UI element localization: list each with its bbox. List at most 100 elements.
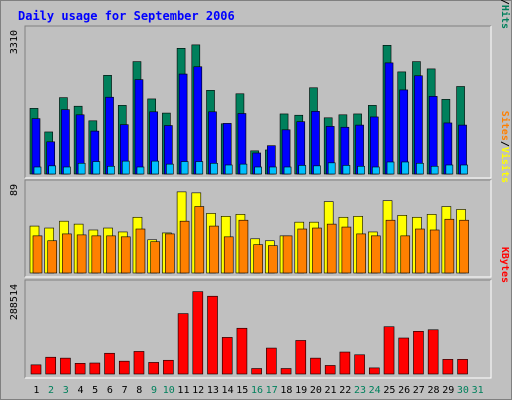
panel-visits-sites-bar-8	[135, 228, 146, 274]
panel-kbytes-kbytes-bar-29	[442, 359, 454, 375]
day-label-13: 13	[207, 385, 219, 396]
day-label-12: 12	[192, 385, 204, 396]
panel-requests-pages-bar-11	[180, 161, 189, 175]
panel-visits-sites-bar-2	[47, 240, 58, 274]
panel-kbytes-kbytes-bar-28	[427, 329, 439, 375]
panel-visits-sites-bar-19	[297, 228, 308, 274]
day-label-24: 24	[369, 385, 381, 396]
panel-requests-pages-bar-3	[63, 166, 71, 175]
panel-kbytes-kbytes-bar-14	[221, 337, 233, 375]
panel-requests-legend: Pages/Files/Hits	[499, 0, 511, 29]
panel-requests-pages-bar-5	[92, 161, 101, 175]
day-label-22: 22	[339, 385, 351, 396]
panel-visits-sites-bar-25	[385, 219, 396, 274]
panel-visits-sites-bar-16	[253, 244, 263, 274]
panel-kbytes-kbytes-bar-26	[398, 337, 410, 375]
panel-requests-pages-bar-20	[313, 165, 321, 175]
panel-requests-pages-bar-21	[327, 162, 336, 175]
day-label-7: 7	[122, 385, 128, 396]
panel-requests-files-bar-3	[61, 109, 70, 175]
panel-requests-files-bar-26	[399, 89, 409, 175]
panel-visits-sites-bar-5	[91, 235, 102, 274]
panel-visits-sites-bar-30	[459, 219, 469, 274]
panel-requests-pages-bar-8	[136, 166, 145, 175]
panel-kbytes-kbytes-bar-17	[266, 347, 277, 375]
panel-requests-pages-bar-6	[107, 165, 115, 175]
panel-requests-pages-bar-29	[445, 164, 454, 175]
panel-requests-pages-bar-25	[386, 161, 395, 175]
day-label-20: 20	[310, 385, 322, 396]
panel-requests-pages-bar-15	[239, 163, 248, 175]
panel-requests-files-bar-24	[370, 116, 379, 175]
day-label-1: 1	[33, 385, 39, 396]
panel-requests-files-bar-11	[178, 73, 188, 175]
day-label-9: 9	[151, 385, 157, 396]
panel-kbytes-kbytes-bar-22	[339, 351, 351, 375]
panel-requests-pages-bar-1	[33, 166, 42, 175]
panel-visits-legend-item-0: Sites	[499, 111, 511, 141]
panel-visits-sites-bar-22	[341, 226, 352, 274]
day-label-17: 17	[266, 385, 278, 396]
panel-requests-pages-bar-28	[430, 165, 439, 175]
panel-requests-pages-bar-23	[357, 165, 365, 175]
day-label-23: 23	[354, 385, 366, 396]
day-label-31: 31	[472, 385, 484, 396]
panel-kbytes-kbytes-bar-2	[45, 356, 57, 375]
panel-kbytes-kbytes-bar-19	[295, 340, 307, 375]
panel-kbytes-kbytes-bar-5	[89, 362, 101, 375]
panel-requests-pages-bar-10	[166, 163, 174, 175]
panel-kbytes-kbytes-bar-20	[310, 357, 321, 375]
panel-requests-pages-bar-24	[372, 166, 380, 175]
panel-kbytes-kbytes-bar-27	[413, 330, 424, 375]
panel-visits-sites-bar-6	[106, 235, 116, 274]
panel-visits-sites-bar-21	[326, 223, 337, 274]
panel-requests-pages-bar-14	[224, 164, 233, 175]
panel-kbytes-kbytes-bar-7	[118, 360, 130, 375]
panel-kbytes-kbytes-bar-18	[280, 368, 292, 375]
panel-kbytes-shadow	[24, 279, 491, 378]
panel-requests-files-bar-8	[134, 79, 144, 175]
panel-visits-sites-bar-4	[76, 234, 87, 274]
day-label-28: 28	[427, 385, 439, 396]
day-label-4: 4	[77, 385, 83, 396]
day-label-2: 2	[48, 385, 54, 396]
panel-kbytes-kbytes-bar-4	[74, 363, 86, 375]
panel-kbytes-kbytes-bar-6	[104, 352, 115, 375]
panel-kbytes-legend: KBytes	[499, 247, 510, 283]
panel-requests-legend-item-4: Hits	[499, 5, 511, 29]
panel-kbytes-kbytes-bar-21	[324, 365, 336, 375]
day-label-15: 15	[236, 385, 248, 396]
panel-kbytes-kbytes-bar-16	[251, 368, 262, 375]
panel-requests-legend-item-3: /	[499, 0, 510, 5]
panel-visits-sites-bar-17	[268, 245, 278, 274]
panel-requests-files-bar-20	[311, 111, 320, 175]
panel-visits-sites-bar-20	[312, 227, 322, 274]
panel-visits-sites-bar-26	[400, 235, 411, 274]
panel-requests-pages-bar-30	[460, 164, 468, 175]
panel-visits-max-label: 89	[9, 184, 20, 196]
day-label-27: 27	[413, 385, 425, 396]
panel-visits-sites-bar-3	[62, 233, 72, 274]
panel-requests-files-bar-6	[105, 96, 114, 175]
panel-requests-files-bar-25	[384, 62, 394, 175]
panel-requests-highlight	[25, 26, 492, 179]
day-label-19: 19	[295, 385, 307, 396]
panel-visits-sites-bar-27	[415, 228, 425, 274]
panel-requests-pages-bar-12	[195, 161, 204, 175]
day-label-16: 16	[251, 385, 263, 396]
panel-kbytes-kbytes-bar-10	[163, 359, 174, 375]
panel-visits-sites-bar-29	[444, 218, 455, 274]
panel-requests-files-bar-28	[428, 96, 438, 175]
panel-visits-sites-bar-18	[282, 235, 293, 274]
panel-kbytes-legend-item-0: KBytes	[499, 247, 510, 283]
panel-visits-sites-bar-14	[223, 236, 234, 274]
panel-kbytes-kbytes-bar-15	[236, 327, 248, 375]
day-label-5: 5	[92, 385, 98, 396]
panel-requests-pages-bar-18	[283, 166, 292, 175]
panel-visits-sites-bar-12	[194, 206, 205, 274]
panel-visits-sites-bar-13	[209, 225, 219, 274]
panel-visits-sites-bar-1	[32, 235, 43, 274]
panel-requests-files-bar-12	[193, 66, 203, 175]
